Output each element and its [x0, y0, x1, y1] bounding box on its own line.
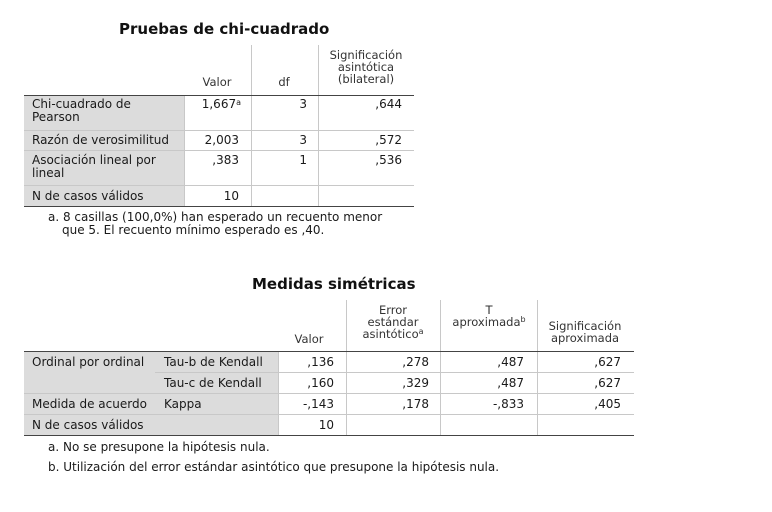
table2-row-rule — [24, 393, 634, 394]
table1-vline — [318, 45, 319, 207]
table1-header-sig: Significación asintótica (bilateral) — [318, 49, 414, 85]
table2-cell-valor: ,160 — [307, 376, 334, 390]
table2-header-rule — [24, 351, 634, 352]
table1-header-rule — [24, 95, 414, 96]
table2-row-group: Medida de acuerdo — [32, 397, 147, 411]
table2-bottom-rule — [24, 435, 634, 436]
table2-cell-sig: ,627 — [594, 376, 621, 390]
table2-row-rule — [24, 414, 634, 415]
table1-cell-df: 1 — [299, 153, 307, 167]
table1-cell-valor: 1,667a — [201, 97, 241, 111]
table2-row-measure: Tau-c de Kendall — [164, 376, 262, 390]
table2-row-rule — [155, 372, 634, 373]
table2-cell-t: ,487 — [497, 376, 524, 390]
table1-cell-sig: ,572 — [375, 133, 402, 147]
table1-row-rule — [24, 130, 414, 131]
table2-cell-sig: ,405 — [594, 397, 621, 411]
table2-cell-error: ,329 — [402, 376, 429, 390]
table2-vline — [346, 300, 347, 435]
table1-row-label: N de casos válidos — [32, 189, 144, 203]
table2-footnote-a: a. No se presupone la hipótesis nula. — [48, 440, 270, 454]
table2-cell-error: ,178 — [402, 397, 429, 411]
table2-header-valor: Valor — [294, 332, 324, 346]
table1-cell-sig: ,644 — [375, 97, 402, 111]
table2-cell-valor: 10 — [318, 418, 334, 432]
table2-cell-valor: -,143 — [302, 397, 334, 411]
table2-row-measure: Tau-b de Kendall — [164, 355, 263, 369]
table1-cell-valor: 2,003 — [204, 133, 239, 147]
table1-row-label: Asociación lineal por lineal — [32, 153, 156, 180]
table1-title: Pruebas de chi-cuadrado — [119, 20, 330, 38]
table1-header-sig-line3: (bilateral) — [337, 72, 395, 86]
table2-cell-valor: ,136 — [307, 355, 334, 369]
table2-header-sig: Significación aproximada — [548, 319, 622, 345]
table2-row-group: N de casos válidos — [32, 418, 144, 432]
table1-cell-sig: ,536 — [375, 153, 402, 167]
table2-vline — [537, 300, 538, 435]
table1-cell-df: 3 — [299, 133, 307, 147]
table1-cell-valor: 10 — [223, 189, 239, 203]
table1-row-rule — [24, 150, 414, 151]
table2-cell-error: ,278 — [402, 355, 429, 369]
table1-cell-df: 3 — [299, 97, 307, 111]
table1-cell-valor: ,383 — [212, 153, 239, 167]
table2-footnote-b: b. Utilización del error estándar asintó… — [48, 460, 500, 474]
table1-header-sig-line1: Significación — [329, 48, 403, 62]
table1-header-sig-line2: asintótica — [337, 60, 395, 74]
table1-row-rule — [24, 185, 414, 186]
table2-cell-t: ,487 — [497, 355, 524, 369]
table2-title: Medidas simétricas — [252, 275, 416, 293]
table2-vline — [440, 300, 441, 435]
table1-bottom-rule — [24, 206, 414, 207]
table1-label-column — [24, 95, 184, 207]
table1-row-label: Chi-cuadrado de Pearson — [32, 97, 131, 124]
table2-row-group: Ordinal por ordinal — [32, 355, 145, 369]
table1-row-label: Razón de verosimilitud — [32, 133, 170, 147]
table2-header-error: Error estándar asintóticoa — [362, 303, 424, 341]
table2-cell-t: -,833 — [492, 397, 524, 411]
table1-vline — [251, 45, 252, 207]
table1-header-valor: Valor — [202, 75, 232, 89]
table1-header-df: df — [278, 75, 290, 89]
table2-cell-sig: ,627 — [594, 355, 621, 369]
table1-vline — [184, 95, 185, 207]
table2-header-t: T aproximadab — [452, 303, 526, 329]
table2-row-measure: Kappa — [164, 397, 202, 411]
table1-footnote: a. 8 casillas (100,0%) han esperado un r… — [48, 210, 383, 237]
